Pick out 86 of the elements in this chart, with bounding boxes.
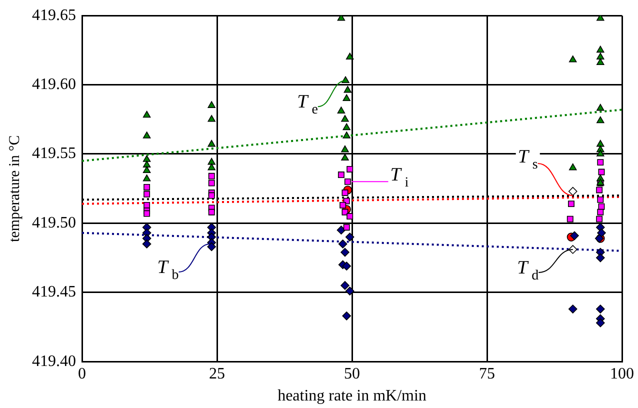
point [342,190,348,196]
point [344,178,351,185]
point [568,55,577,62]
point [596,304,605,314]
point [340,202,346,208]
point [208,172,215,180]
point [597,159,604,166]
point [207,242,216,252]
point [342,94,350,102]
point [596,186,603,194]
point [142,166,151,174]
point [596,116,604,124]
point [142,160,151,168]
y-tick-label: 419.55 [32,145,76,162]
annotation: Td [517,257,539,284]
point [340,281,350,290]
point [144,190,150,198]
point [208,115,216,122]
point [142,155,151,162]
y-tick-label: 419.40 [32,352,76,370]
point [338,172,344,178]
point [341,154,349,161]
point [337,106,346,114]
point [341,145,349,152]
point [596,318,605,328]
x-tick-label: 50 [344,365,360,382]
x-tick-label: 25 [209,365,225,382]
point [346,213,354,220]
point [340,248,350,257]
point [142,240,152,248]
point [343,224,350,231]
point [570,231,579,240]
point [345,232,354,242]
point [208,140,216,147]
point [597,228,606,238]
point [345,286,354,296]
point [208,163,216,170]
point [568,186,578,196]
point [342,123,350,130]
point [208,208,215,216]
point [568,163,577,170]
point [596,46,604,53]
point [142,132,151,138]
point [568,200,574,208]
annotation: Ts [518,146,538,173]
point [566,216,574,222]
point [568,304,578,314]
point [342,76,350,84]
point [342,312,351,320]
y-tick-label: 419.45 [32,284,76,301]
point [596,140,604,147]
point [342,132,350,138]
point [338,240,348,248]
point [142,110,151,118]
point [596,216,603,222]
point [596,104,604,111]
annotation: Te [297,92,318,118]
point [596,58,604,66]
annotation: Tb [157,256,179,283]
point [208,180,215,186]
point [346,166,354,172]
point [597,196,604,203]
point [341,115,349,122]
annotation: Ti [390,164,409,191]
x-tick-label: 100 [610,365,634,382]
point [596,52,604,60]
point [142,174,151,182]
point [144,210,150,217]
y-tick-label: 419.65 [32,6,76,24]
point [144,184,150,190]
point [346,52,354,60]
point [208,192,215,199]
y-tick-label: 419.60 [32,76,76,94]
point [596,150,604,156]
point [597,208,604,216]
point [596,253,605,262]
point [208,158,216,165]
point [344,86,352,93]
y-axis-title: temperature in °C [6,135,23,242]
point [208,101,216,108]
x-axis-title: heating rate in mK/min [278,388,426,405]
x-tick-label: 0 [78,365,86,382]
point [342,262,351,271]
point [336,226,346,235]
y-tick-label: 419.50 [32,214,76,232]
x-tick-label: 75 [479,365,495,382]
